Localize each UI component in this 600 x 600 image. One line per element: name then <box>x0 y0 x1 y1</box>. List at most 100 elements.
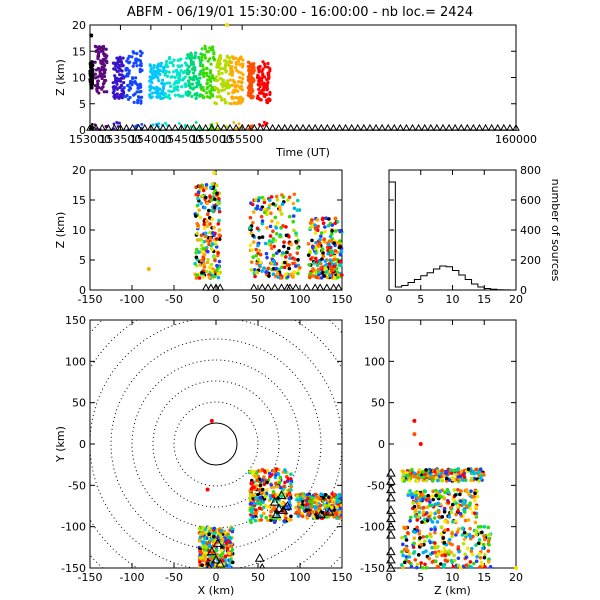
station-marker <box>250 123 259 131</box>
source-point <box>111 91 115 95</box>
source-point <box>332 275 337 280</box>
source-point <box>270 240 275 244</box>
source-point <box>273 215 278 220</box>
y-tick-label: -100 <box>61 521 86 534</box>
source-point <box>200 250 204 255</box>
source-point <box>271 236 276 241</box>
source-point <box>100 76 104 81</box>
source-point <box>264 515 268 520</box>
source-point <box>211 185 216 190</box>
source-point <box>413 558 418 562</box>
source-point <box>297 509 301 513</box>
y-tick-label: 10 <box>72 72 86 85</box>
source-point <box>313 223 317 227</box>
source-point <box>434 502 438 507</box>
source-point <box>196 81 201 86</box>
source-point <box>253 474 257 479</box>
station-marker <box>499 123 508 131</box>
source-point <box>208 57 212 61</box>
station-marker <box>329 283 338 291</box>
source-point <box>216 251 220 255</box>
source-point <box>255 500 260 505</box>
source-point <box>90 80 94 85</box>
source-point <box>254 471 259 475</box>
source-point <box>111 81 115 85</box>
source-point <box>326 242 331 247</box>
source-point <box>164 62 168 67</box>
source-point <box>337 499 342 504</box>
station-marker <box>159 123 167 131</box>
source-point <box>88 63 93 67</box>
source-point <box>262 511 266 516</box>
source-point <box>474 529 479 533</box>
source-point <box>293 264 298 268</box>
source-point <box>155 89 159 93</box>
source-point <box>315 502 319 507</box>
source-point <box>339 506 342 511</box>
source-point <box>309 506 313 510</box>
station-marker <box>201 123 210 131</box>
source-point <box>483 564 487 569</box>
station-marker <box>249 283 258 291</box>
source-point <box>266 266 271 271</box>
station-marker <box>324 506 335 516</box>
source-point <box>436 552 441 556</box>
source-point <box>295 208 300 212</box>
source-point <box>279 494 284 498</box>
source-point <box>208 71 212 75</box>
source-point <box>257 506 262 510</box>
source-point <box>402 560 407 565</box>
source-point <box>159 61 164 65</box>
source-point <box>183 75 187 79</box>
source-point <box>203 205 207 210</box>
source-point <box>202 252 207 257</box>
source-point <box>462 508 466 512</box>
source-point <box>333 216 338 221</box>
source-point <box>135 57 139 61</box>
source-point <box>256 243 260 248</box>
source-point <box>436 469 440 474</box>
x-tick-label: 100 <box>290 293 311 306</box>
x-tick-label: 154000 <box>130 133 172 146</box>
source-point <box>180 78 185 82</box>
source-point <box>252 69 256 73</box>
station-marker <box>414 123 423 131</box>
source-point <box>427 556 432 561</box>
source-point <box>139 89 143 94</box>
source-point <box>327 245 332 250</box>
source-point <box>318 241 322 245</box>
source-point <box>175 73 179 77</box>
source-point <box>205 86 209 90</box>
source-point <box>456 504 460 508</box>
source-point <box>199 201 203 206</box>
source-point <box>415 528 420 533</box>
source-point <box>477 470 481 474</box>
source-point <box>433 530 437 535</box>
source-point <box>127 61 131 65</box>
source-point <box>271 253 276 257</box>
source-point <box>473 520 478 525</box>
source-point <box>235 101 239 106</box>
source-point <box>198 76 202 80</box>
source-point <box>196 223 201 228</box>
source-point <box>428 540 433 545</box>
source-point <box>199 237 203 242</box>
source-point <box>440 515 445 519</box>
source-point <box>249 260 254 264</box>
source-point <box>122 85 126 90</box>
source-point <box>209 62 213 66</box>
source-point <box>487 560 491 564</box>
source-point <box>274 266 278 271</box>
source-point <box>257 248 262 253</box>
source-point <box>421 475 426 480</box>
source-point <box>200 194 204 198</box>
source-point <box>207 544 212 549</box>
source-point <box>436 478 440 483</box>
source-point <box>177 78 181 82</box>
source-point <box>289 242 294 247</box>
source-point <box>271 259 276 264</box>
source-point <box>215 87 220 91</box>
source-point <box>474 559 479 564</box>
x-tick-label: 20 <box>509 293 523 306</box>
